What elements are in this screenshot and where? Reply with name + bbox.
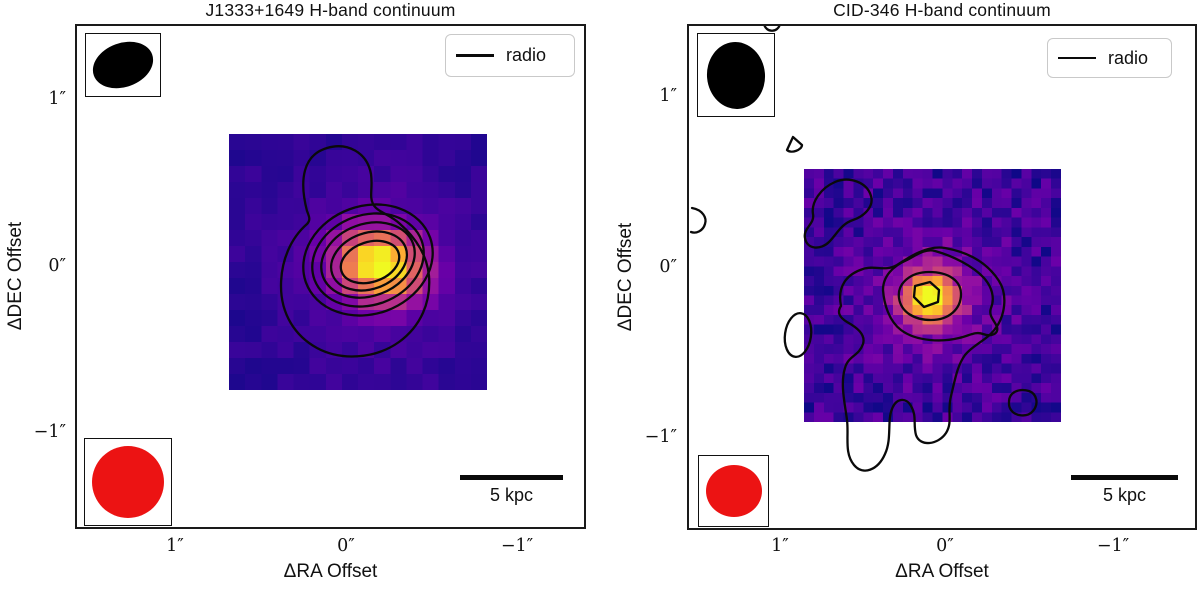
legend-left: radio <box>445 34 575 77</box>
xtick-left-m1: −1″ <box>500 536 534 556</box>
beam-box-top-left <box>85 33 161 97</box>
ytick-left-m1: −1″ <box>33 422 66 442</box>
hband-continuum-heatmap-right <box>804 169 1061 422</box>
xtick-left-0: 0″ <box>337 536 355 556</box>
scalebar-right <box>1071 475 1178 480</box>
radio-beam-ellipse-icon <box>86 33 160 97</box>
radio-beam-ellipse-icon <box>704 39 768 111</box>
xtick-right-0: 0″ <box>936 536 954 556</box>
hband-continuum-heatmap-left <box>229 134 487 390</box>
xlabel-right: ΔRA Offset <box>895 561 989 582</box>
xtick-right-m1: −1″ <box>1096 536 1130 556</box>
ytick-right-m1: −1″ <box>644 427 677 447</box>
legend-line-sample <box>1058 56 1096 60</box>
xtick-right-1: 1″ <box>771 536 789 556</box>
legend-label: radio <box>506 45 547 65</box>
panel-left-title: J1333+1649 H-band continuum <box>205 0 456 20</box>
legend-label: radio <box>1108 47 1149 68</box>
legend-line-sample <box>456 54 494 57</box>
scalebar-label-right: 5 kpc <box>1102 485 1147 505</box>
plot-area-left: radio 5 kpc <box>75 24 586 529</box>
ylabel-left: ΔDEC Offset <box>5 221 26 331</box>
red-beam-circle-icon <box>92 446 164 518</box>
ytick-left-0: 0″ <box>48 256 66 276</box>
red-beam-circle-icon <box>705 465 762 517</box>
xtick-left-1: 1″ <box>166 536 184 556</box>
panel-right-title: CID-346 H-band continuum <box>833 0 1051 20</box>
plot-area-right: radio 5 kpc <box>687 24 1197 530</box>
scalebar-left <box>460 475 563 480</box>
ytick-right-1: 1″ <box>659 86 677 106</box>
beam-box-bottom-left <box>84 438 172 526</box>
ytick-left-1: 1″ <box>48 89 66 109</box>
ylabel-right: ΔDEC Offset <box>615 222 636 332</box>
ytick-right-0: 0″ <box>659 257 677 277</box>
scalebar-label-left: 5 kpc <box>489 485 534 505</box>
legend-right: radio <box>1047 38 1172 78</box>
beam-box-bottom-right-panel <box>698 455 769 527</box>
beam-box-top-right-panel <box>697 33 775 117</box>
xlabel-left: ΔRA Offset <box>283 561 378 582</box>
